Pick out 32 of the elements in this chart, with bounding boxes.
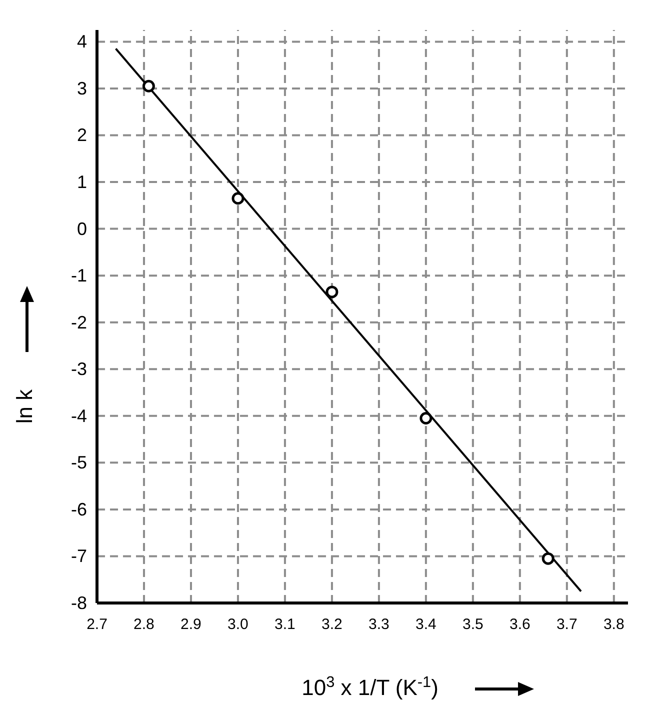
x-tick-label: 3.2 — [322, 616, 342, 633]
x-tick-label: 3.1 — [274, 616, 296, 633]
y-tick-label: -7 — [70, 546, 87, 566]
x-tick-label: 2.8 — [134, 616, 154, 633]
x-tick-label: 2.7 — [86, 616, 108, 633]
x-tick-label: 3.3 — [368, 616, 390, 633]
y-tick-label: 4 — [76, 32, 87, 52]
y-tick-label: 3 — [76, 78, 87, 98]
x-tick-label: 3.7 — [556, 616, 578, 633]
y-tick-label: -1 — [70, 266, 87, 286]
y-tick-label: -4 — [70, 406, 87, 426]
y-axis-title: ln k — [12, 388, 37, 424]
point — [420, 412, 432, 424]
y-tick-label: -2 — [70, 312, 87, 332]
point — [232, 192, 244, 205]
y-tick-label: -3 — [70, 359, 87, 380]
x-tick-label: 2.9 — [180, 616, 202, 633]
y-tick-label: 2 — [76, 125, 87, 146]
x-tick-label: 3.8 — [603, 616, 624, 633]
point — [326, 286, 338, 298]
x-tick-label: 3.0 — [228, 616, 248, 633]
y-tick-label: -8 — [70, 593, 87, 613]
x-axis-title: 10$^{3}$ x 1/T (K$^{-1}$) — [302, 674, 438, 700]
point — [142, 80, 155, 92]
x-tick-label: 3.5 — [462, 616, 484, 633]
x-tick-label: 3.6 — [509, 616, 530, 633]
y-tick-label: 0 — [76, 218, 87, 239]
y-tick-label: -5 — [70, 452, 87, 473]
x-tick-label: 3.4 — [416, 616, 436, 633]
y-tick-label: 1 — [76, 172, 87, 192]
point — [542, 552, 554, 565]
y-tick-label: -6 — [70, 499, 87, 520]
